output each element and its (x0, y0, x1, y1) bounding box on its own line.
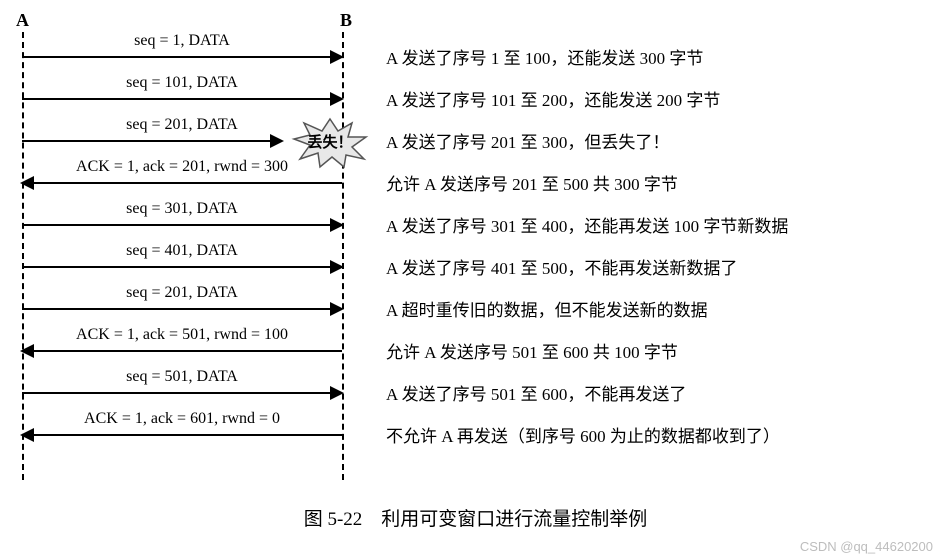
message-description: A 发送了序号 401 至 500，不能再发送新数据了 (386, 254, 737, 279)
arrow-right-icon (270, 134, 284, 148)
arrow-right-icon (330, 92, 344, 106)
arrow-left-icon (20, 428, 34, 442)
message-description: A 超时重传旧的数据，但不能发送新的数据 (386, 296, 708, 321)
message-label: seq = 301, DATA (22, 200, 342, 218)
message-label: seq = 1, DATA (22, 32, 342, 50)
arrow-line (22, 140, 282, 142)
arrow-right-icon (330, 260, 344, 274)
message-row: ACK = 1, ack = 201, rwnd = 300允许 A 发送序号 … (10, 154, 941, 196)
arrow-line (22, 308, 342, 310)
sequence-diagram: A B seq = 1, DATAA 发送了序号 1 至 100，还能发送 30… (10, 10, 941, 490)
arrow-line (22, 224, 342, 226)
arrow-area: seq = 301, DATA (22, 196, 342, 238)
arrow-right-icon (330, 50, 344, 64)
message-label: seq = 501, DATA (22, 368, 342, 386)
message-row: seq = 201, DATA A 超时重传旧的数据，但不能发送新的数据 (10, 280, 941, 322)
watermark-text: CSDN @qq_44620200 (800, 539, 933, 554)
message-description: A 发送了序号 1 至 100，还能发送 300 字节 (386, 44, 703, 69)
message-label: ACK = 1, ack = 501, rwnd = 100 (22, 326, 342, 344)
arrow-line (22, 56, 342, 58)
arrow-area: seq = 101, DATA (22, 70, 342, 112)
arrow-left-icon (20, 176, 34, 190)
message-label: seq = 401, DATA (22, 242, 342, 260)
message-description: A 发送了序号 501 至 600，不能再发送了 (386, 380, 686, 405)
lost-burst-icon: 丢失！ (300, 125, 360, 161)
message-description: 允许 A 发送序号 501 至 600 共 100 字节 (386, 338, 678, 363)
message-row: seq = 301, DATA A 发送了序号 301 至 400，还能再发送 1… (10, 196, 941, 238)
arrow-right-icon (330, 386, 344, 400)
message-row: seq = 101, DATA A 发送了序号 101 至 200，还能发送 20… (10, 70, 941, 112)
arrow-area: seq = 401, DATA (22, 238, 342, 280)
message-description: A 发送了序号 301 至 400，还能再发送 100 字节新数据 (386, 212, 788, 237)
message-description: A 发送了序号 101 至 200，还能发送 200 字节 (386, 86, 720, 111)
message-label: ACK = 1, ack = 601, rwnd = 0 (22, 410, 342, 428)
arrow-line (22, 392, 342, 394)
arrow-line (22, 182, 342, 184)
arrow-area: seq = 501, DATA (22, 364, 342, 406)
message-row: seq = 1, DATA A 发送了序号 1 至 100，还能发送 300 字节 (10, 28, 941, 70)
arrow-left-icon (20, 344, 34, 358)
figure-caption: 图 5-22 利用可变窗口进行流量控制举例 (10, 504, 941, 531)
arrow-area: ACK = 1, ack = 501, rwnd = 100 (22, 322, 342, 364)
arrow-area: seq = 201, DATA (22, 280, 342, 322)
arrow-line (22, 434, 342, 436)
arrow-area: ACK = 1, ack = 601, rwnd = 0 (22, 406, 342, 448)
arrow-right-icon (330, 302, 344, 316)
message-description: 不允许 A 再发送（到序号 600 为止的数据都收到了） (386, 422, 780, 447)
message-label: seq = 101, DATA (22, 74, 342, 92)
arrow-line (22, 350, 342, 352)
message-description: A 发送了序号 201 至 300，但丢失了！ (386, 128, 669, 153)
message-row: ACK = 1, ack = 601, rwnd = 0 不允许 A 再发送（到序… (10, 406, 941, 448)
message-row: ACK = 1, ack = 501, rwnd = 100 允许 A 发送序号 … (10, 322, 941, 364)
message-label: seq = 201, DATA (22, 284, 342, 302)
arrow-line (22, 266, 342, 268)
arrow-right-icon (330, 218, 344, 232)
message-row: seq = 401, DATA A 发送了序号 401 至 500，不能再发送新数… (10, 238, 941, 280)
arrow-line (22, 98, 342, 100)
message-description: 允许 A 发送序号 201 至 500 共 300 字节 (386, 170, 678, 195)
message-row: seq = 501, DATA A 发送了序号 501 至 600，不能再发送了 (10, 364, 941, 406)
message-row: seq = 201, DATAA 发送了序号 201 至 300，但丢失了！丢失… (10, 112, 941, 154)
arrow-area: seq = 1, DATA (22, 28, 342, 70)
